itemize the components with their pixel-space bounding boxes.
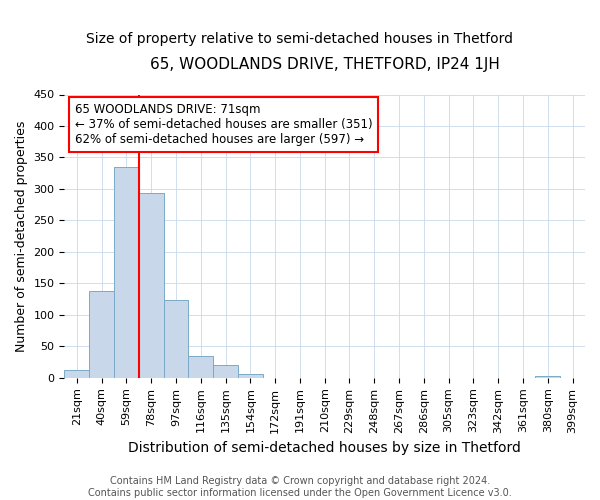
Bar — [114, 167, 139, 378]
Text: Contains HM Land Registry data © Crown copyright and database right 2024.
Contai: Contains HM Land Registry data © Crown c… — [88, 476, 512, 498]
Bar — [164, 300, 188, 378]
Bar — [535, 376, 560, 378]
Bar — [238, 374, 263, 378]
X-axis label: Distribution of semi-detached houses by size in Thetford: Distribution of semi-detached houses by … — [128, 441, 521, 455]
Bar — [188, 356, 213, 378]
Title: 65, WOODLANDS DRIVE, THETFORD, IP24 1JH: 65, WOODLANDS DRIVE, THETFORD, IP24 1JH — [150, 58, 500, 72]
Bar — [89, 291, 114, 378]
Bar — [64, 370, 89, 378]
Bar — [139, 194, 164, 378]
Text: Size of property relative to semi-detached houses in Thetford: Size of property relative to semi-detach… — [86, 32, 514, 46]
Y-axis label: Number of semi-detached properties: Number of semi-detached properties — [15, 120, 28, 352]
Bar — [213, 365, 238, 378]
Text: 65 WOODLANDS DRIVE: 71sqm
← 37% of semi-detached houses are smaller (351)
62% of: 65 WOODLANDS DRIVE: 71sqm ← 37% of semi-… — [75, 103, 373, 146]
